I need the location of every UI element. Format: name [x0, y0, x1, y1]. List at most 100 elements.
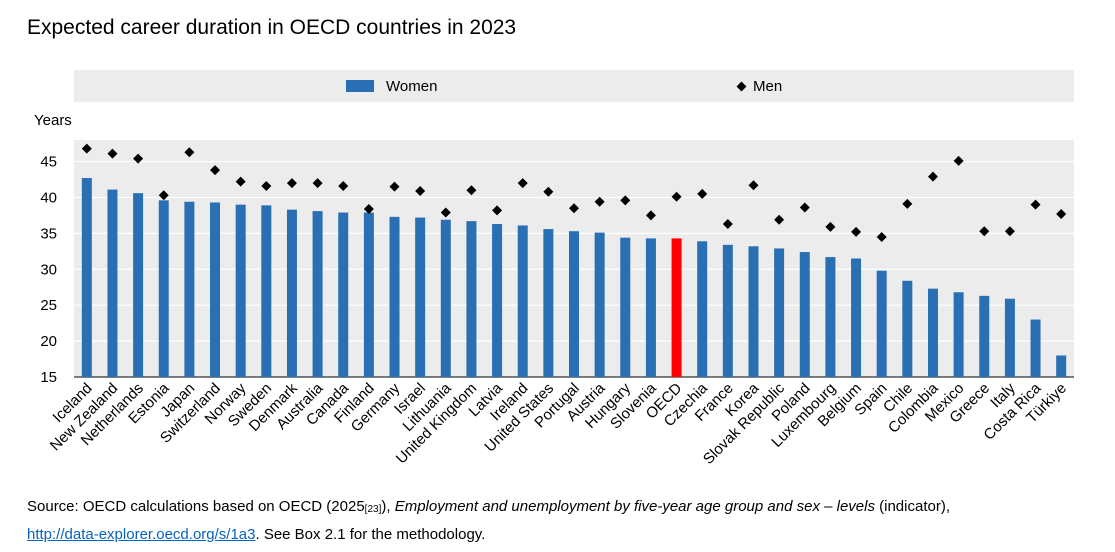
- marker-men: [363, 203, 374, 214]
- bar-women: [953, 292, 964, 377]
- bar-women: [1056, 355, 1067, 377]
- bar-women: [158, 200, 169, 377]
- marker-men: [1056, 208, 1067, 219]
- marker-men: [722, 219, 733, 230]
- bar-women: [389, 216, 400, 377]
- bar-women: [107, 189, 118, 377]
- source-after-italic: (indicator),: [874, 498, 950, 515]
- bar-women: [1004, 298, 1015, 377]
- marker-men: [851, 226, 862, 237]
- source-ref: [23]: [364, 504, 382, 515]
- bar-women: [799, 252, 810, 377]
- source-note: Source: OECD calculations based on OECD …: [27, 494, 1102, 547]
- source-suffix: . See Box 2.1 for the methodology.: [255, 526, 486, 543]
- bar-women: [979, 295, 990, 377]
- marker-men: [158, 190, 169, 201]
- bar-women: [81, 178, 92, 377]
- legend: Women Men: [74, 70, 1074, 102]
- marker-men: [1030, 199, 1041, 210]
- bar-women: [774, 248, 785, 377]
- source-mid: ),: [381, 498, 395, 515]
- bar-women: [338, 212, 349, 377]
- marker-men: [415, 185, 426, 196]
- bar-women: [671, 238, 682, 377]
- marker-men: [594, 196, 605, 207]
- women-swatch-icon: [346, 80, 374, 92]
- bar-women: [594, 232, 605, 377]
- marker-men: [466, 185, 477, 196]
- bar-women: [261, 205, 272, 377]
- marker-men: [902, 198, 913, 209]
- y-tick-label: 15: [40, 369, 57, 386]
- marker-men: [338, 180, 349, 191]
- y-tick-label: 30: [40, 261, 57, 278]
- legend-item-women: Women: [346, 70, 437, 102]
- marker-men: [81, 143, 92, 154]
- marker-men: [1004, 226, 1015, 237]
- marker-men: [979, 226, 990, 237]
- marker-men: [492, 205, 503, 216]
- bar-women: [184, 201, 195, 377]
- bar-women: [492, 224, 503, 377]
- bar-women: [235, 204, 246, 377]
- y-axis-unit-label: Years: [34, 112, 72, 129]
- bar-women: [363, 212, 374, 377]
- marker-men: [312, 178, 323, 189]
- source-prefix: Source: OECD calculations based on OECD …: [27, 498, 365, 515]
- bar-women: [722, 244, 733, 377]
- source-italic: Employment and unemployment by five-year…: [394, 498, 875, 515]
- marker-men: [799, 202, 810, 213]
- marker-men: [184, 147, 195, 158]
- y-tick-label: 25: [40, 297, 57, 314]
- marker-men: [235, 176, 246, 187]
- chart-title: Expected career duration in OECD countri…: [27, 16, 517, 39]
- marker-men: [440, 207, 451, 218]
- y-tick-label: 35: [40, 225, 57, 242]
- marker-men: [569, 203, 579, 214]
- marker-men: [774, 214, 785, 225]
- bar-women: [645, 238, 656, 377]
- bar-women: [620, 237, 631, 377]
- marker-men: [620, 195, 631, 206]
- source-link[interactable]: http://data-explorer.oecd.org/s/1a3: [27, 526, 256, 543]
- marker-men: [261, 180, 272, 191]
- bar-women: [697, 241, 708, 377]
- bar-women: [517, 225, 528, 377]
- bar-women: [851, 258, 862, 377]
- marker-men: [953, 155, 964, 166]
- bar-women: [415, 217, 426, 377]
- marker-men: [389, 181, 400, 192]
- legend-label-women: Women: [386, 77, 438, 95]
- y-tick-label: 20: [40, 333, 57, 350]
- marker-men: [825, 221, 836, 232]
- bar-women: [466, 221, 477, 377]
- marker-men: [210, 165, 221, 176]
- bar-women: [133, 193, 144, 377]
- marker-men: [286, 178, 297, 189]
- marker-men: [133, 153, 144, 164]
- marker-men: [517, 178, 528, 189]
- marker-men: [876, 231, 887, 242]
- marker-men: [697, 188, 708, 199]
- bar-women: [748, 246, 759, 377]
- y-tick-label: 40: [40, 189, 57, 206]
- bar-women: [927, 288, 938, 377]
- bar-women: [1030, 319, 1041, 377]
- marker-men: [543, 186, 554, 197]
- bar-women: [440, 219, 451, 377]
- bar-women: [902, 280, 913, 377]
- marker-men: [748, 180, 759, 191]
- bar-women: [876, 270, 887, 377]
- bar-women: [569, 231, 579, 377]
- bar-women: [825, 257, 836, 377]
- bar-women: [312, 211, 323, 377]
- marker-men: [645, 210, 656, 221]
- bar-women: [286, 209, 297, 377]
- marker-men: [107, 148, 118, 159]
- marker-men: [927, 171, 938, 182]
- bar-women: [210, 202, 221, 377]
- legend-label-men: Men: [753, 77, 783, 95]
- y-tick-label: 45: [40, 154, 57, 171]
- bar-women: [543, 229, 554, 377]
